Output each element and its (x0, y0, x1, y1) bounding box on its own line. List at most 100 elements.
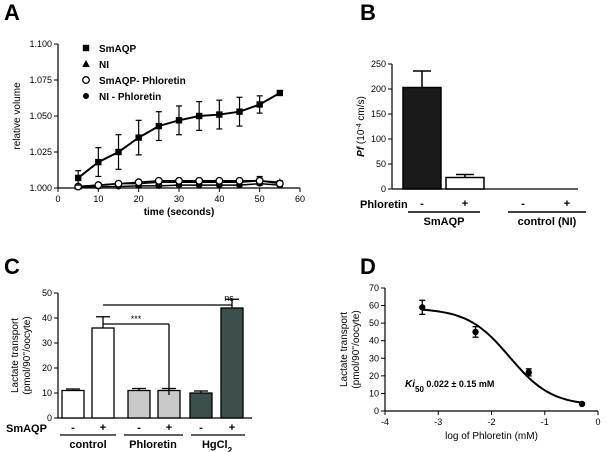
legend-marker (83, 93, 89, 99)
y-tick-label: 40 (369, 336, 379, 346)
sign-label: - (137, 422, 141, 434)
data-point (175, 176, 183, 185)
data-point (155, 122, 163, 130)
ki-annotation: Ki50 0.022 ± 0.15 mM (405, 379, 494, 394)
y-tick-label: 20 (369, 371, 379, 381)
x-tick-label: 60 (295, 194, 305, 204)
sign-label: + (462, 198, 468, 210)
panel-label-c: C (4, 254, 20, 279)
sign-label: - (199, 422, 203, 434)
y-tick-label: 60 (369, 301, 379, 311)
y-tick-label: 100 (371, 134, 386, 144)
y-tick-label: 1.025 (29, 147, 52, 157)
data-point (472, 328, 479, 336)
y-tick-label: 0 (374, 406, 379, 416)
y-tick-label: 0 (47, 413, 52, 423)
data-point (135, 134, 142, 141)
x-tick-label: 40 (214, 194, 224, 204)
y-tick-label: 50 (376, 159, 386, 169)
group-label: control (NI) (518, 216, 577, 228)
data-point (275, 179, 284, 188)
y-tick-label: 70 (369, 283, 379, 293)
group-label: control (69, 439, 106, 451)
data-point (578, 400, 586, 408)
data-point (95, 158, 102, 166)
y-tick-label: 1.075 (29, 75, 52, 85)
y-tick-label: 0 (381, 184, 386, 194)
sign-label: - (71, 422, 75, 434)
data-point (74, 174, 82, 182)
legend-label: SmAQP- Phloretin (99, 76, 186, 87)
sign-label: + (564, 198, 570, 210)
group-label: Phloretin (129, 439, 177, 451)
y-tick-label: 1.000 (29, 183, 52, 193)
x-tick-label: 0 (595, 417, 600, 427)
y-axis-label: Pf (10-4 cm/s) (356, 96, 368, 157)
chart-d: 0 10 20 30 40 50 60 70 -4 -3 -2 -1 0 log of Phloretin… (339, 283, 601, 442)
y-tick-label: 1.100 (29, 39, 52, 49)
group-label: SmAQP (424, 216, 465, 228)
y-axis-label: relative volume (12, 82, 23, 150)
sign-label: + (166, 422, 172, 434)
data-point (154, 176, 163, 185)
legend-label: NI - Phloretin (99, 92, 161, 103)
y-axis-label-1: Lactate transport (339, 312, 350, 387)
data-point (235, 176, 244, 185)
sign-label: - (521, 198, 525, 210)
group-label: HgCl2 (202, 439, 233, 452)
bar (445, 176, 485, 190)
y-axis-label-2: (pmol/90''/oocyte) (351, 310, 362, 388)
y-tick-label: 10 (369, 388, 379, 398)
x-tick-label: 0 (55, 194, 60, 204)
y-axis-label-2: (pmol/90''/oocyte) (22, 316, 33, 394)
y-tick-label: 50 (369, 318, 379, 328)
legend-label: NI (99, 60, 109, 71)
data-point (215, 176, 224, 185)
x-tick-label: 50 (255, 194, 265, 204)
data-point (255, 176, 264, 185)
data-point (525, 369, 532, 376)
panel-label-d: D (360, 254, 376, 279)
y-axis-label-1: Lactate transport (10, 318, 21, 393)
bar (220, 307, 244, 419)
panel-label-b: B (360, 0, 376, 25)
bar (91, 327, 115, 419)
row-label: SmAQP (6, 423, 47, 435)
x-tick-label: 10 (93, 194, 103, 204)
sig-label: ns (224, 293, 234, 303)
data-point (134, 178, 143, 187)
x-axis-label: log of Phloretin (mM) (445, 431, 538, 442)
sign-label: - (420, 198, 424, 210)
bar (402, 86, 442, 190)
y-tick-label: 250 (371, 59, 386, 69)
sig-label: *** (131, 314, 142, 324)
data-point (419, 304, 426, 311)
bar (61, 389, 85, 419)
data-point (216, 111, 223, 118)
sign-label: + (229, 422, 235, 434)
data-point (94, 181, 103, 190)
y-tick-label: 150 (371, 109, 386, 119)
y-tick-label: 10 (42, 388, 52, 398)
bar (127, 389, 151, 419)
x-axis-label: time (seconds) (144, 207, 215, 218)
data-point (114, 179, 123, 188)
y-tick-label: 1.050 (29, 111, 52, 121)
y-tick-label: 30 (369, 353, 379, 363)
data-point (256, 101, 263, 108)
x-tick-label: 20 (134, 194, 144, 204)
y-tick-label: 200 (371, 84, 386, 94)
data-point (195, 112, 203, 120)
y-tick-label: 30 (42, 338, 52, 348)
data-point (175, 117, 183, 124)
legend-marker (82, 60, 90, 67)
data-point (276, 89, 284, 97)
fit-curve (422, 308, 585, 405)
legend-marker (82, 76, 90, 84)
y-tick-label: 40 (42, 313, 52, 323)
data-point (115, 148, 122, 156)
sign-label: + (100, 422, 106, 434)
legend-marker (82, 44, 90, 52)
